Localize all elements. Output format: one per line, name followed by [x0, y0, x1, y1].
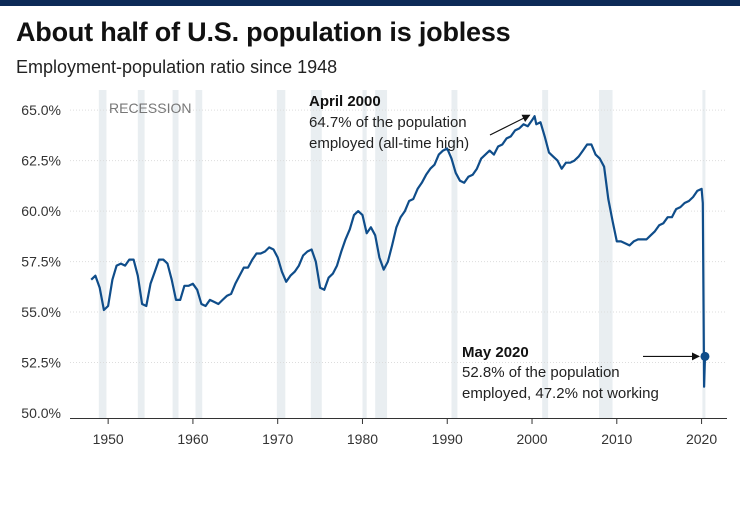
chart-subtitle: Employment-population ratio since 1948	[16, 57, 338, 77]
recession-legend-label: RECESSION	[109, 100, 191, 116]
annotation-april-2000-title: April 2000	[309, 93, 381, 110]
recession-band	[375, 90, 388, 418]
x-tick-label: 2000	[516, 431, 547, 447]
y-axis: 50.0% 52.5% 55.0% 57.5% 60.0% 62.5% 65.0%	[21, 102, 61, 421]
y-tick-label: 65.0%	[21, 102, 61, 118]
annotation-may-2020-line: 52.8% of the population	[462, 364, 620, 381]
recession-band	[310, 90, 322, 418]
recession-band	[137, 90, 145, 418]
recession-band	[195, 90, 203, 418]
y-tick-label: 62.5%	[21, 153, 61, 169]
x-tick-label: 1970	[262, 431, 293, 447]
employment-ratio-line	[90, 115, 707, 388]
recession-band	[542, 90, 549, 418]
y-tick-label: 55.0%	[21, 304, 61, 320]
recession-band	[362, 90, 367, 418]
top-accent-bar	[0, 0, 740, 6]
x-tick-label: 1990	[432, 431, 463, 447]
recession-band	[98, 90, 107, 418]
y-tick-label: 57.5%	[21, 254, 61, 270]
annotation-april-2000-line: 64.7% of the population	[309, 114, 467, 131]
recession-band	[451, 90, 458, 418]
y-tick-label: 50.0%	[21, 405, 61, 421]
annotation-april-2000-arrow	[489, 114, 531, 136]
x-axis: 1950 1960 1970 1980 1990 2000 2010 2020	[70, 418, 727, 447]
chart-title: About half of U.S. population is jobless	[16, 17, 511, 47]
recession-band	[172, 90, 179, 418]
annotation-may-2020-line: employed, 47.2% not working	[462, 385, 659, 402]
annotations: April 2000 64.7% of the population employe…	[309, 93, 710, 402]
annotation-april-2000-line: employed (all-time high)	[309, 135, 469, 152]
annotation-may-2020-title: May 2020	[462, 344, 529, 361]
x-tick-label: 2020	[686, 431, 717, 447]
x-tick-label: 2010	[601, 431, 632, 447]
x-tick-label: 1950	[93, 431, 124, 447]
recession-band	[598, 90, 613, 418]
x-tick-label: 1980	[347, 431, 378, 447]
may-2020-data-point	[700, 351, 710, 361]
y-tick-label: 52.5%	[21, 354, 61, 370]
series-layer	[90, 115, 707, 388]
recession-band	[276, 90, 286, 418]
x-tick-label: 1960	[177, 431, 208, 447]
y-tick-label: 60.0%	[21, 203, 61, 219]
